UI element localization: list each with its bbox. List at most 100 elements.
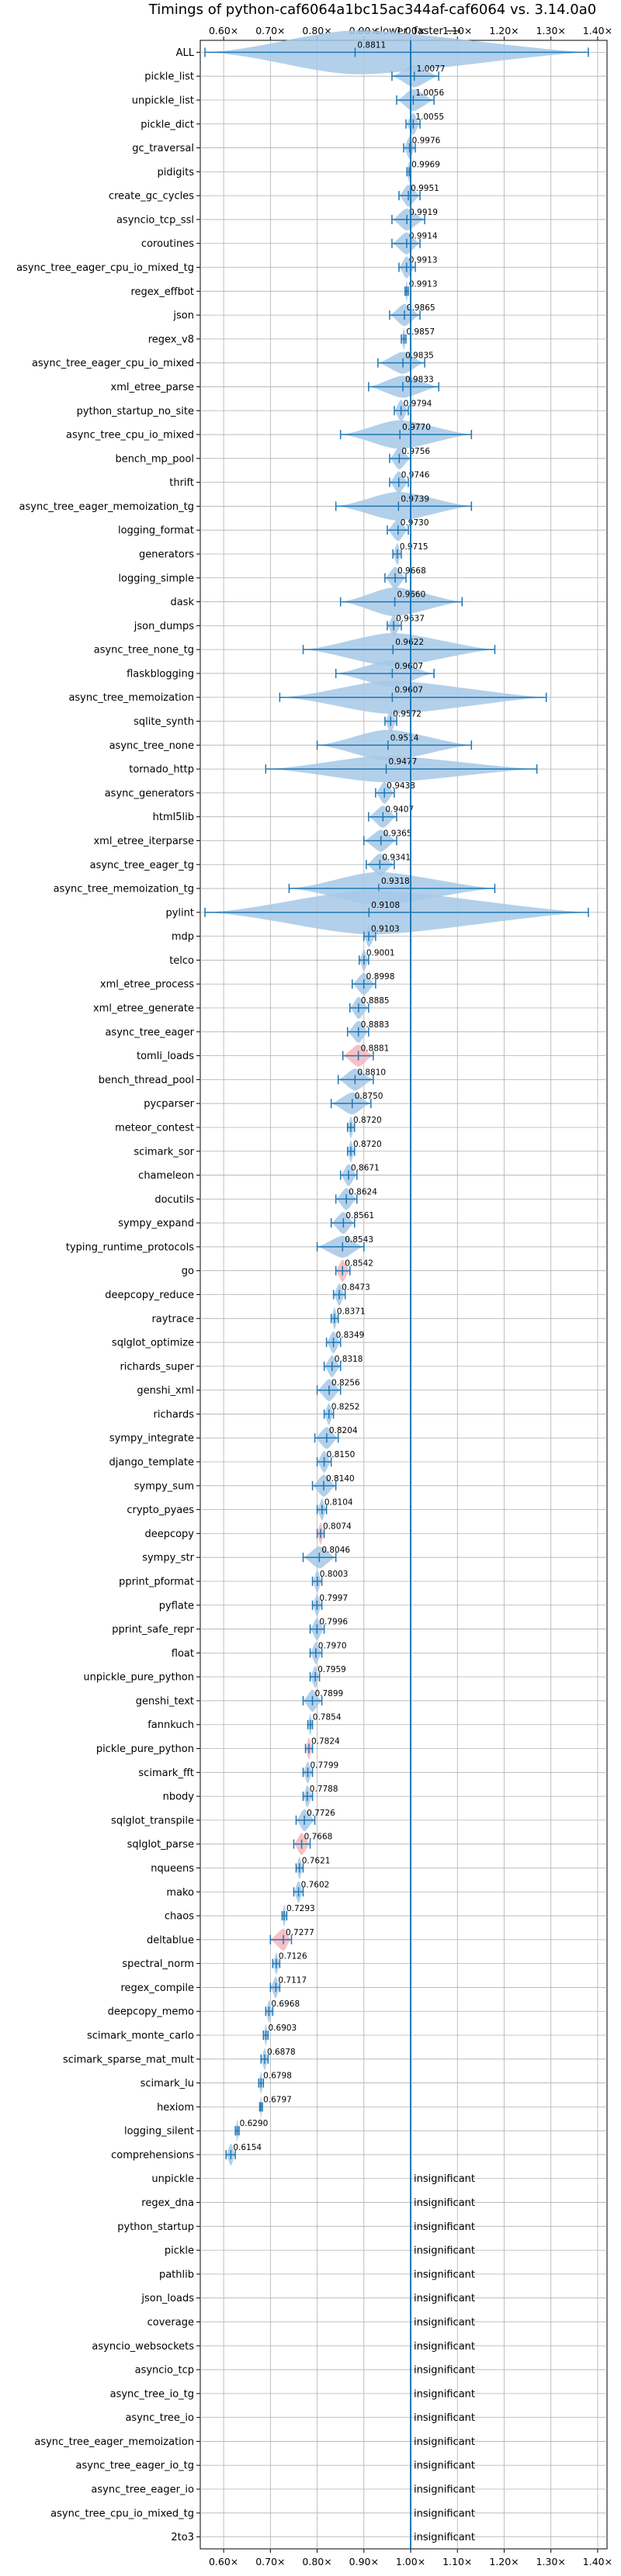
- value-label: 0.7970: [318, 1641, 347, 1650]
- value-label: 1.0055: [415, 113, 444, 122]
- value-label: 0.8256: [331, 1379, 360, 1388]
- benchmark-label: spectral_norm: [122, 1958, 194, 1970]
- benchmark-label: xml_etree_process: [100, 979, 194, 991]
- value-label: 0.6968: [271, 2000, 300, 2009]
- x-tick-label-top: 1.30×: [536, 25, 566, 36]
- benchmark-label: regex_v8: [148, 334, 194, 345]
- benchmark-label: python_startup_no_site: [77, 406, 194, 417]
- value-label: 0.8720: [353, 1116, 382, 1125]
- benchmark-label: json: [172, 310, 194, 322]
- value-label: 0.8371: [337, 1307, 366, 1316]
- benchmark-label: sympy_expand: [118, 1218, 194, 1230]
- insignificant-label: insignificant: [414, 2532, 475, 2543]
- benchmark-label: sqlglot_parse: [127, 1839, 194, 1851]
- benchmark-label: html5lib: [153, 812, 194, 823]
- benchmark-label: tomli_loads: [137, 1051, 194, 1062]
- x-tick-label-top: 0.60×: [209, 25, 238, 36]
- value-label: 0.8542: [345, 1259, 373, 1269]
- x-tick-label-bottom: 1.30×: [536, 2556, 566, 2567]
- value-label: 0.9341: [382, 853, 411, 862]
- benchmark-label: richards_super: [120, 1361, 194, 1373]
- benchmark-label: async_tree_eager_io: [91, 2484, 194, 2496]
- subtitle-faster: faster ⟶: [414, 26, 461, 37]
- value-label: 0.8473: [342, 1283, 370, 1293]
- benchmark-label: docutils: [154, 1194, 194, 1206]
- benchmark-label: async_tree_eager_cpu_io_mixed: [32, 358, 194, 369]
- value-label: 0.9833: [405, 375, 434, 384]
- x-tick-label-bottom: 0.90×: [349, 2556, 379, 2567]
- benchmark-label: django_template: [109, 1457, 194, 1469]
- value-label: 0.7293: [286, 1904, 315, 1913]
- benchmark-label: pickle: [165, 2245, 194, 2257]
- benchmark-label: pprint_safe_repr: [112, 1624, 194, 1636]
- benchmark-label: pathlib: [159, 2269, 194, 2280]
- benchmark-label: asyncio_tcp_ssl: [116, 214, 194, 226]
- benchmark-label: genshi_text: [136, 1695, 194, 1707]
- benchmark-label: scimark_monte_carlo: [87, 2031, 194, 2042]
- benchmark-label: pickle_pure_python: [96, 1743, 194, 1755]
- benchmark-label: flaskblogging: [127, 668, 194, 680]
- value-label: 0.9668: [397, 566, 426, 576]
- benchmark-label: pyflate: [159, 1600, 194, 1612]
- benchmark-label: async_tree_eager_memoization: [34, 2436, 194, 2448]
- benchmark-label: go: [182, 1265, 194, 1277]
- benchmark-label: async_tree_io_tg: [110, 2388, 194, 2400]
- benchmark-label: scimark_fft: [138, 1768, 194, 1779]
- benchmark-label: sympy_integrate: [109, 1433, 194, 1445]
- benchmark-label: deepcopy: [144, 1529, 194, 1540]
- value-label: 0.6798: [263, 2072, 292, 2081]
- benchmark-label: 2to3: [171, 2532, 194, 2543]
- value-label: 0.8543: [345, 1235, 373, 1245]
- value-label: 0.8204: [329, 1426, 358, 1435]
- x-tick-label-bottom: 1.00×: [396, 2556, 425, 2567]
- benchmark-label: pidigits: [158, 167, 195, 178]
- plot-area: 0.60×0.60×0.70×0.70×0.80×0.80×0.90×0.90×…: [16, 25, 612, 2567]
- value-label: 0.8104: [324, 1498, 353, 1508]
- x-tick-label-bottom: 1.10×: [442, 2556, 472, 2567]
- x-tick-label-top: 0.70×: [255, 25, 285, 36]
- benchmark-label: deltablue: [147, 1934, 194, 1946]
- insignificant-label: insignificant: [414, 2412, 475, 2424]
- benchmark-label: unpickle: [151, 2173, 194, 2185]
- value-label: 0.7996: [319, 1618, 348, 1627]
- value-label: 0.9835: [405, 351, 434, 361]
- insignificant-label: insignificant: [414, 2460, 475, 2472]
- value-label: 0.8883: [361, 1020, 390, 1030]
- benchmark-label: pylint: [165, 907, 194, 919]
- value-label: 0.9001: [366, 948, 395, 957]
- benchmark-label: generators: [139, 549, 194, 560]
- value-label: 0.8671: [351, 1164, 380, 1173]
- value-label: 0.9607: [394, 662, 423, 671]
- insignificant-label: insignificant: [414, 2173, 475, 2185]
- benchmark-label: tornado_http: [129, 764, 194, 776]
- value-label: 0.9730: [401, 518, 429, 528]
- value-label: 0.7726: [307, 1809, 335, 1818]
- insignificant-label: insignificant: [414, 2245, 475, 2257]
- value-label: 0.9857: [406, 327, 435, 337]
- benchmark-label: deepcopy_memo: [108, 2006, 194, 2018]
- value-label: 1.0077: [417, 64, 446, 74]
- value-label: 0.8074: [323, 1522, 352, 1531]
- benchmark-label: json_loads: [141, 2293, 194, 2304]
- benchmark-label: telco: [169, 955, 194, 967]
- value-label: 0.9407: [385, 805, 414, 815]
- value-label: 0.9794: [404, 399, 432, 408]
- benchmark-label: create_gc_cycles: [109, 191, 194, 203]
- benchmark-label: sympy_sum: [134, 1480, 194, 1492]
- insignificant-label: insignificant: [414, 2341, 475, 2353]
- value-label: 0.8140: [326, 1474, 355, 1484]
- benchmark-label: unpickle_list: [132, 95, 194, 106]
- value-label: 0.9919: [409, 208, 438, 217]
- benchmark-label: genshi_xml: [137, 1385, 194, 1397]
- benchmark-label: deepcopy_reduce: [105, 1290, 194, 1301]
- benchmark-label: regex_effbot: [130, 286, 194, 298]
- value-label: 0.9438: [387, 781, 415, 791]
- benchmark-label: async_tree_eager_tg: [90, 860, 194, 871]
- value-label: 0.9951: [411, 184, 439, 193]
- value-label: 0.9770: [402, 423, 431, 432]
- value-label: 0.9622: [395, 638, 424, 647]
- benchmark-label: chameleon: [138, 1170, 194, 1182]
- benchmark-label: async_tree_eager_io_tg: [76, 2460, 194, 2472]
- benchmark-label: nbody: [163, 1792, 195, 1803]
